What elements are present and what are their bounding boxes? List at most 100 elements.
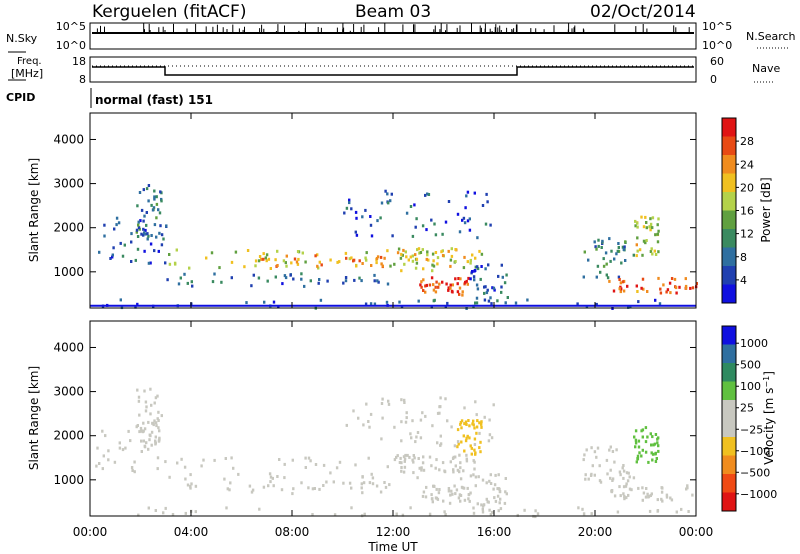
power-heatmap (90, 184, 698, 310)
echo-cell (426, 253, 429, 257)
x-tick-label: 00:00 (679, 525, 714, 539)
echo-cell (117, 221, 121, 225)
echo-cell (370, 264, 373, 267)
echo-cell (137, 226, 141, 230)
echo-cell (147, 506, 150, 510)
echo-cell (142, 219, 145, 223)
echo-cell (144, 232, 147, 236)
echo-cell (102, 454, 105, 458)
echo-cell (354, 463, 357, 467)
echo-cell (352, 259, 355, 263)
sky-right-label: N.Search (746, 30, 796, 43)
echo-cell (628, 487, 632, 491)
echo-cell (457, 442, 460, 446)
echo-cell (476, 265, 479, 269)
echo-cell (367, 456, 370, 460)
echo-cell (654, 298, 657, 302)
echo-cell (438, 282, 441, 286)
colorbar-segment (722, 326, 736, 345)
echo-cell (621, 280, 625, 284)
echo-cell (469, 261, 472, 265)
echo-cell (463, 221, 467, 225)
echo-cell (675, 510, 678, 514)
echo-cell (452, 470, 455, 474)
echo-cell (618, 287, 621, 291)
echo-cell (472, 506, 475, 510)
velocity-y-ticks: 1000 2000 3000 4000 (53, 341, 696, 487)
echo-cell (194, 510, 197, 514)
echo-cell (431, 424, 434, 428)
echo-cell (164, 506, 167, 510)
echo-cell (430, 218, 433, 222)
echo-cell (628, 475, 631, 479)
echo-cell (175, 248, 178, 252)
echo-cell (303, 284, 306, 288)
echo-cell (160, 233, 164, 237)
date-title: 02/Oct/2014 (590, 2, 696, 22)
echo-cell (476, 502, 479, 506)
sky-left-label: N.Sky (6, 32, 38, 45)
echo-cell (609, 445, 612, 449)
echo-cell (691, 286, 695, 290)
power-colorbar-label: Power [dB] (759, 177, 773, 242)
echo-cell (642, 287, 645, 291)
echo-cell (501, 275, 504, 279)
echo-cell (608, 279, 611, 283)
echo-cell (638, 451, 641, 455)
echo-cell (153, 195, 156, 199)
echo-cell (143, 214, 146, 218)
echo-cell (647, 494, 651, 498)
echo-cell (595, 455, 598, 459)
echo-cell (456, 445, 459, 449)
echo-cell (428, 455, 432, 459)
echo-cell (665, 493, 669, 497)
echo-cell (420, 285, 423, 289)
echo-cell (145, 187, 149, 191)
echo-cell (313, 487, 316, 490)
echo-cell (272, 484, 275, 488)
echo-cell (405, 411, 408, 415)
echo-cell (608, 237, 611, 241)
echo-cell (428, 283, 432, 287)
echo-cell (414, 253, 417, 257)
echo-cell (439, 443, 442, 447)
echo-cell (474, 256, 477, 260)
echo-cell (160, 199, 163, 203)
echo-cell (403, 262, 406, 266)
echo-cell (333, 513, 337, 517)
echo-cell (488, 433, 492, 437)
echo-cell (426, 250, 429, 254)
echo-cell (642, 225, 646, 229)
echo-cell (158, 211, 162, 215)
echo-cell (479, 440, 482, 444)
echo-cell (466, 486, 469, 490)
y-tick-label: 2000 (53, 429, 84, 443)
echo-cell (345, 423, 348, 427)
echo-cell (159, 224, 162, 228)
echo-cell (387, 201, 390, 205)
colorbar-tick-label: 16 (740, 205, 754, 218)
echo-cell (391, 234, 394, 238)
echo-cell (152, 421, 155, 425)
echo-cell (450, 247, 453, 251)
echo-cell (504, 477, 507, 480)
echo-cell (473, 426, 476, 430)
cpid-value: normal (fast) 151 (95, 93, 213, 107)
freq-panel-frame (89, 56, 697, 83)
echo-cell (363, 512, 366, 516)
echo-cell (229, 481, 232, 485)
echo-cell (360, 279, 363, 283)
echo-cell (162, 511, 165, 515)
echo-cell (375, 484, 379, 488)
echo-cell (410, 436, 413, 440)
echo-cell (140, 429, 143, 433)
echo-cell (188, 266, 191, 270)
echo-cell (318, 278, 321, 281)
echo-cell (617, 242, 620, 245)
power-colorbar: 4 8 12 16 20 24 28 (721, 117, 754, 304)
echo-cell (159, 190, 162, 194)
echo-cell (420, 280, 423, 284)
echo-cell (627, 493, 630, 497)
echo-cell (151, 208, 155, 212)
echo-cell (466, 190, 470, 194)
